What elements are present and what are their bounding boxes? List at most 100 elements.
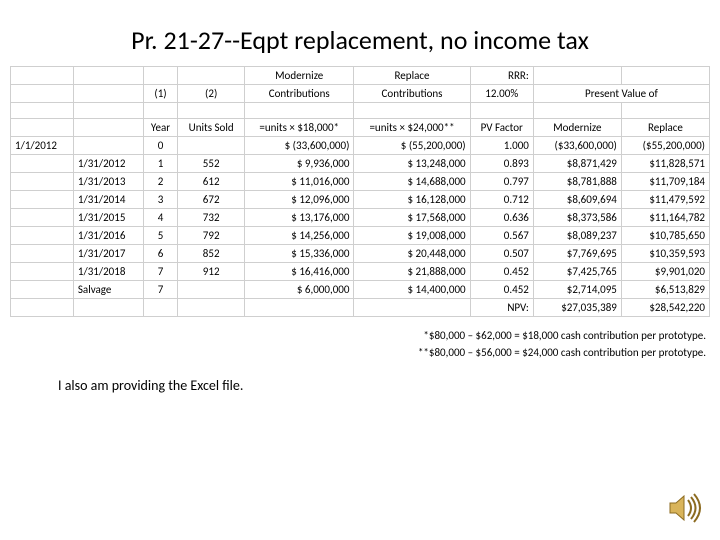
mod-cell: $ 13,176,000 xyxy=(244,209,353,227)
pvmod-cell: $8,871,429 xyxy=(533,155,621,173)
mod-cell: $ (33,600,000) xyxy=(244,137,353,155)
mod-cell: $ 12,096,000 xyxy=(244,191,353,209)
pvmod-cell: $8,781,888 xyxy=(533,173,621,191)
rep-cell: $ 14,688,000 xyxy=(354,173,470,191)
table-row: 1/31/2018 7 912 $ 16,416,000 $ 21,888,00… xyxy=(11,263,710,281)
rep-cell: $ 14,400,000 xyxy=(354,281,470,299)
pvrep-cell: $10,785,650 xyxy=(621,227,709,245)
pv-rep-header: Replace xyxy=(621,119,709,137)
header-row-1: Modernize Replace RRR: xyxy=(11,67,710,85)
units-cell: 552 xyxy=(178,155,245,173)
subheader-row: Year Units Sold =units × $18,000* =units… xyxy=(11,119,710,137)
year-cell: 6 xyxy=(143,245,178,263)
pv-mod-header: Modernize xyxy=(533,119,621,137)
pvf-cell: 0.567 xyxy=(470,227,533,245)
pvf-cell: 0.712 xyxy=(470,191,533,209)
pvrep-cell: $11,709,184 xyxy=(621,173,709,191)
rep-cell: $ 17,568,000 xyxy=(354,209,470,227)
page-title: Pr. 21-27--Eqpt replacement, no income t… xyxy=(0,0,720,66)
units-cell: 792 xyxy=(178,227,245,245)
rep-cell: $ (55,200,000) xyxy=(354,137,470,155)
year-cell: 7 xyxy=(143,281,178,299)
table-row: 1/31/2017 6 852 $ 15,336,000 $ 20,448,00… xyxy=(11,245,710,263)
pvf-cell: 0.507 xyxy=(470,245,533,263)
year-cell: 2 xyxy=(143,173,178,191)
pvf-cell: 1.000 xyxy=(470,137,533,155)
pvf-cell: 0.452 xyxy=(470,263,533,281)
data-table-region: Modernize Replace RRR: (1) (2) Contribut… xyxy=(0,66,720,317)
npv-label: NPV: xyxy=(470,299,533,317)
pvmod-cell: ($33,600,000) xyxy=(533,137,621,155)
rep-cell: $ 16,128,000 xyxy=(354,191,470,209)
date-cell: 1/1/2012 xyxy=(11,137,74,155)
date-cell: 1/31/2015 xyxy=(73,209,143,227)
pvf-cell: 0.797 xyxy=(470,173,533,191)
contrib-rep: Contributions xyxy=(354,85,470,103)
table-row: 1/31/2013 2 612 $ 11,016,000 $ 14,688,00… xyxy=(11,173,710,191)
npv-mod: $27,035,389 xyxy=(533,299,621,317)
table-row: Salvage 7 $ 6,000,000 $ 14,400,000 0.452… xyxy=(11,281,710,299)
date-cell: 1/31/2017 xyxy=(73,245,143,263)
units-cell: 612 xyxy=(178,173,245,191)
mod-formula: =units × $18,000* xyxy=(244,119,353,137)
units-cell: 852 xyxy=(178,245,245,263)
pvmod-cell: $2,714,095 xyxy=(533,281,621,299)
pvmod-cell: $8,609,694 xyxy=(533,191,621,209)
pv-of-header: Present Value of xyxy=(533,85,709,103)
footnote-1: *$80,000 – $62,000 = $18,000 cash contri… xyxy=(0,329,706,342)
pvf-cell: 0.636 xyxy=(470,209,533,227)
rep-cell: $ 20,448,000 xyxy=(354,245,470,263)
subline-text: I also am providing the Excel file. xyxy=(0,359,720,394)
pvrep-cell: $11,828,571 xyxy=(621,155,709,173)
rep-formula: =units × $24,000** xyxy=(354,119,470,137)
col1-label: (1) xyxy=(143,85,178,103)
mod-cell: $ 9,936,000 xyxy=(244,155,353,173)
mod-cell: $ 16,416,000 xyxy=(244,263,353,281)
data-table: Modernize Replace RRR: (1) (2) Contribut… xyxy=(10,66,710,317)
year-cell: 5 xyxy=(143,227,178,245)
footnote-2: **$80,000 – $56,000 = $24,000 cash contr… xyxy=(0,346,706,359)
pvf-cell: 0.893 xyxy=(470,155,533,173)
pvf-cell: 0.452 xyxy=(470,281,533,299)
contrib-mod: Contributions xyxy=(244,85,353,103)
date-cell: 1/31/2016 xyxy=(73,227,143,245)
rrr-value: 12.00% xyxy=(470,85,533,103)
mod-cell: $ 11,016,000 xyxy=(244,173,353,191)
pvrep-cell: ($55,200,000) xyxy=(621,137,709,155)
date-cell: Salvage xyxy=(73,281,143,299)
table-row: 1/31/2015 4 732 $ 13,176,000 $ 17,568,00… xyxy=(11,209,710,227)
units-cell xyxy=(178,281,245,299)
pvrep-cell: $6,513,829 xyxy=(621,281,709,299)
rep-cell: $ 19,008,000 xyxy=(354,227,470,245)
header-row-2: (1) (2) Contributions Contributions 12.0… xyxy=(11,85,710,103)
pvrep-cell: $9,901,020 xyxy=(621,263,709,281)
year-cell: 1 xyxy=(143,155,178,173)
footnotes: *$80,000 – $62,000 = $18,000 cash contri… xyxy=(0,317,720,359)
year-cell: 7 xyxy=(143,263,178,281)
year-cell: 3 xyxy=(143,191,178,209)
year-cell: 0 xyxy=(143,137,178,155)
pvrep-cell: $11,164,782 xyxy=(621,209,709,227)
col2-label: (2) xyxy=(178,85,245,103)
pvmod-cell: $8,373,586 xyxy=(533,209,621,227)
date-cell: 1/31/2014 xyxy=(73,191,143,209)
rep-cell: $ 21,888,000 xyxy=(354,263,470,281)
pvmod-cell: $7,425,765 xyxy=(533,263,621,281)
speaker-icon xyxy=(666,490,702,526)
blank-row xyxy=(11,103,710,119)
rep-cell: $ 13,248,000 xyxy=(354,155,470,173)
pvmod-cell: $7,769,695 xyxy=(533,245,621,263)
table-row: 1/31/2016 5 792 $ 14,256,000 $ 19,008,00… xyxy=(11,227,710,245)
table-row: 1/1/2012 0 $ (33,600,000) $ (55,200,000)… xyxy=(11,137,710,155)
units-header: Units Sold xyxy=(178,119,245,137)
npv-rep: $28,542,220 xyxy=(621,299,709,317)
date-cell: 1/31/2013 xyxy=(73,173,143,191)
rrr-label: RRR: xyxy=(470,67,533,85)
units-cell: 732 xyxy=(178,209,245,227)
date-cell: 1/31/2018 xyxy=(73,263,143,281)
table-row: 1/31/2014 3 672 $ 12,096,000 $ 16,128,00… xyxy=(11,191,710,209)
pvrep-cell: $10,359,593 xyxy=(621,245,709,263)
mod-cell: $ 14,256,000 xyxy=(244,227,353,245)
pvf-header: PV Factor xyxy=(470,119,533,137)
units-cell xyxy=(178,137,245,155)
